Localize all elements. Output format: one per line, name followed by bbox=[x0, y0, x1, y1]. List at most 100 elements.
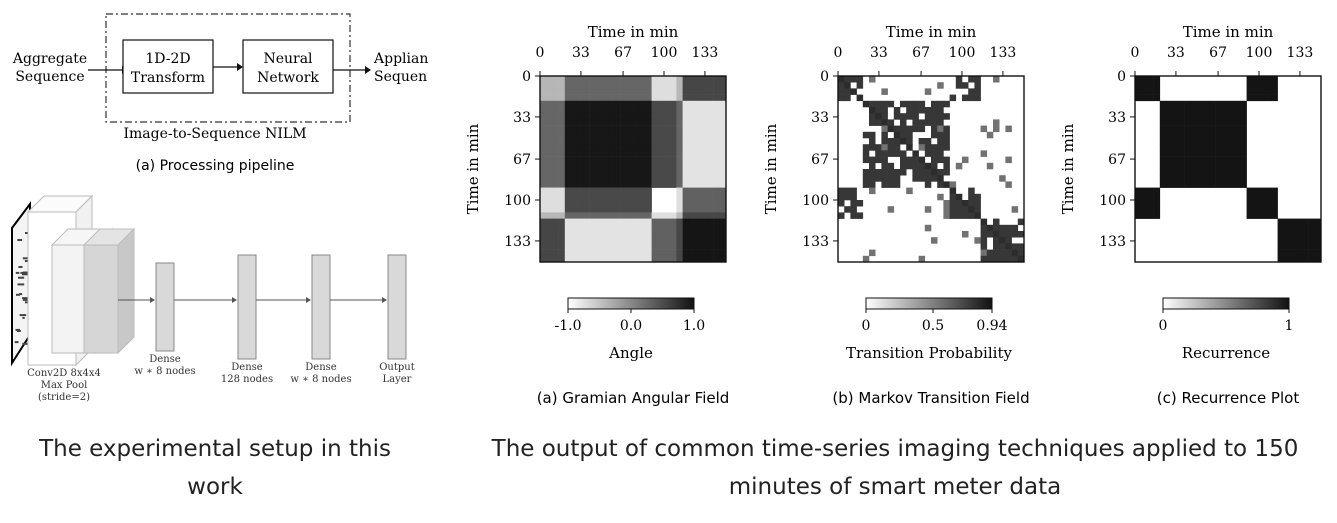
heatmap-cell bbox=[1203, 162, 1210, 170]
heatmap-cell bbox=[695, 187, 702, 195]
heatmap-cell bbox=[614, 237, 621, 244]
neural-network-box-line2: Network bbox=[257, 70, 319, 86]
heatmap-cell bbox=[626, 125, 634, 133]
heatmap-cell bbox=[1159, 156, 1167, 164]
heatmap-cell bbox=[1314, 231, 1322, 238]
heatmap-cell bbox=[540, 175, 547, 182]
heatmap-cell bbox=[887, 125, 895, 133]
heatmap-cell bbox=[546, 181, 553, 188]
heatmap-cell bbox=[1178, 119, 1185, 126]
heatmap-cell bbox=[1314, 224, 1322, 232]
heatmap-cell bbox=[1184, 175, 1192, 182]
heatmap-cell bbox=[844, 94, 851, 102]
output-label-line1: Applian bbox=[373, 51, 428, 67]
heatmap-cell bbox=[713, 212, 721, 219]
input-label-line2: Sequence bbox=[15, 69, 84, 85]
heatmap-cell bbox=[986, 249, 994, 257]
heatmap-cell bbox=[875, 119, 882, 126]
heatmap-cell bbox=[719, 187, 727, 195]
heatmap-cell bbox=[1005, 231, 1012, 238]
heatmap-cell bbox=[602, 144, 609, 151]
heatmap-cell bbox=[583, 193, 590, 201]
heatmap-cell bbox=[602, 131, 609, 139]
heatmap-cell bbox=[695, 169, 702, 176]
heatmap-cell bbox=[682, 218, 690, 226]
heatmap-cell bbox=[682, 82, 690, 89]
heatmap-cell bbox=[701, 206, 708, 213]
heatmap-cell bbox=[577, 200, 584, 207]
heatmap-cell bbox=[931, 100, 938, 108]
top-axis-label: Time in min bbox=[886, 23, 977, 41]
heatmap-cell bbox=[701, 237, 708, 244]
heatmap-cell bbox=[589, 237, 597, 244]
heatmap-cell bbox=[869, 119, 876, 126]
heatmap-cell bbox=[713, 150, 721, 157]
heatmap-cell bbox=[1283, 249, 1291, 257]
heatmap-cell bbox=[608, 82, 615, 89]
heatmap-cell bbox=[676, 243, 683, 250]
heatmap-cell bbox=[695, 224, 702, 232]
heatmap-cell bbox=[664, 212, 671, 219]
heatmap-cell bbox=[707, 113, 714, 120]
heatmap-cell bbox=[701, 144, 708, 151]
heatmap-cell bbox=[589, 249, 597, 257]
heatmap-cell bbox=[552, 212, 559, 219]
heatmap-cell bbox=[1172, 144, 1179, 151]
heatmap-cell bbox=[571, 113, 578, 120]
heatmap-cell bbox=[1190, 138, 1198, 145]
heatmap-cell bbox=[571, 249, 578, 257]
heatmap-cell bbox=[608, 187, 615, 195]
heatmap-cell bbox=[1240, 144, 1247, 151]
heatmap-cell bbox=[620, 107, 628, 114]
heatmap-cell bbox=[608, 113, 615, 120]
heatmap-cell bbox=[1228, 181, 1235, 188]
heatmap-cells bbox=[838, 76, 1025, 263]
heatmap-cell bbox=[719, 200, 727, 207]
heatmap-cell bbox=[620, 156, 628, 164]
heatmap-cell bbox=[552, 144, 559, 151]
heatmap-cell bbox=[564, 131, 572, 139]
experimental-setup-figure: Aggregate Sequence 1D-2D Transform Neura… bbox=[11, 13, 428, 403]
heatmap-cell bbox=[931, 237, 938, 244]
heatmap-cell bbox=[887, 138, 895, 145]
heatmap-cell bbox=[1197, 181, 1204, 188]
heatmap-cell bbox=[1135, 88, 1142, 95]
heatmap-cell bbox=[893, 169, 901, 176]
heatmap-cell bbox=[670, 144, 677, 151]
heatmap-cell bbox=[955, 206, 963, 213]
heatmap-cell bbox=[1197, 131, 1204, 139]
heatmap-cell bbox=[614, 113, 621, 120]
heatmap-cell bbox=[968, 187, 975, 195]
x-tick-label: 100 bbox=[949, 45, 976, 61]
heatmap-cell bbox=[1005, 249, 1012, 257]
heatmap-cell bbox=[558, 175, 566, 182]
heatmap-cell bbox=[850, 200, 857, 207]
heatmap-cell bbox=[540, 82, 547, 89]
heatmap-cell bbox=[1209, 156, 1216, 164]
heatmap-cell bbox=[614, 125, 621, 133]
heatmap-cell bbox=[639, 249, 646, 257]
heatmap-cell bbox=[719, 206, 727, 213]
heatmap-cell bbox=[900, 162, 907, 170]
heatmap-cell bbox=[552, 243, 559, 250]
heatmap-cell bbox=[850, 88, 857, 95]
heatmap-cell bbox=[906, 131, 913, 139]
heatmap-cell bbox=[620, 144, 628, 151]
heatmap-cell bbox=[620, 181, 628, 188]
heatmap-cell bbox=[1221, 181, 1229, 188]
heatmap-cell bbox=[713, 249, 721, 257]
heatmap-cell bbox=[912, 169, 919, 176]
heatmap-cell bbox=[564, 200, 572, 207]
heatmap-cell bbox=[595, 88, 603, 95]
heatmap-cell bbox=[1172, 131, 1179, 139]
heatmap-cell bbox=[869, 131, 876, 139]
heatmap-cell bbox=[664, 255, 671, 263]
heatmap-cell bbox=[695, 113, 702, 120]
heatmap-cell bbox=[1141, 206, 1148, 213]
heatmap-cell bbox=[645, 206, 652, 213]
heatmap-cell bbox=[695, 243, 702, 250]
heatmap-cell bbox=[1184, 181, 1192, 188]
heatmap-cell bbox=[713, 76, 721, 83]
heatmap-cell bbox=[639, 76, 646, 83]
heatmap-cell bbox=[1259, 76, 1266, 83]
